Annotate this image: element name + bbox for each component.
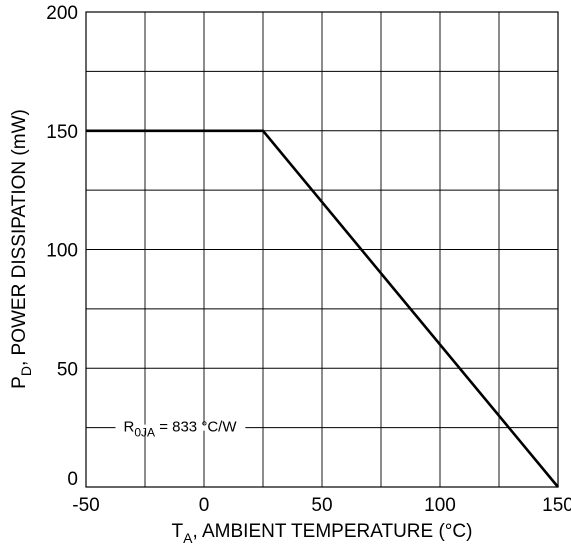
plot-frame	[85, 11, 559, 488]
annotation-value: = 833 °C/W	[155, 419, 237, 436]
x-tick-label: 150	[542, 495, 571, 516]
x-tick-label: 100	[424, 495, 456, 516]
annotation-symbol: R	[124, 419, 135, 436]
x-tick-label: 50	[311, 495, 332, 516]
x-axis-title: TA, AMBIENT TEMPERATURE (°C)	[172, 521, 473, 546]
x-axis-subscript: A	[183, 530, 193, 546]
y-tick-label: 50	[57, 359, 78, 380]
tick-labels: -50 0 50 100 150 0 50 100 150 200	[46, 3, 571, 516]
y-tick-label: 0	[67, 469, 78, 490]
series-layer	[86, 129, 560, 488]
thermal-resistance-annotation: R0JA = 833 °C/W	[124, 419, 238, 440]
derating-line	[86, 129, 560, 488]
x-axis-title-text: , AMBIENT TEMPERATURE (°C)	[192, 521, 472, 542]
x-tick-label: -50	[72, 495, 99, 516]
x-tick-label: 0	[199, 495, 210, 516]
annotation-background	[115, 424, 246, 431]
y-axis-subscript: D	[18, 366, 34, 376]
x-axis-symbol: T	[172, 521, 184, 542]
y-tick-label: 100	[46, 241, 78, 262]
y-axis-symbol: P	[9, 376, 30, 389]
y-axis-title-text: , POWER DISSIPATION (mW)	[9, 109, 30, 366]
y-tick-label: 150	[46, 122, 78, 143]
annotation-subscript: 0JA	[134, 426, 155, 440]
y-axis-title: PD, POWER DISSIPATION (mW)	[9, 109, 34, 389]
y-tick-label: 200	[46, 3, 78, 24]
grid	[86, 12, 558, 487]
